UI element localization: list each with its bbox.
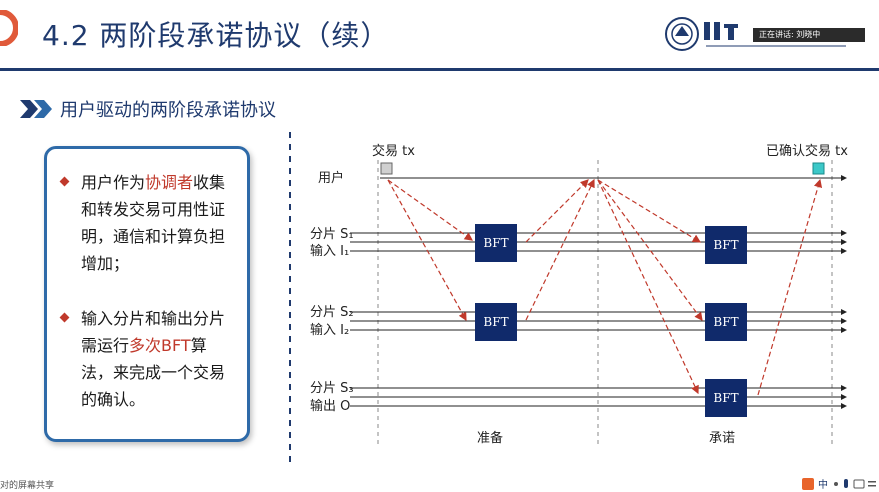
double-chevron-icon [20, 100, 52, 118]
shard2-label: 分片 S₂ [310, 305, 354, 320]
input1-label: 输入 I₁ [310, 243, 349, 259]
bullet-item: 用户作为协调者收集和转发交易可用性证明，通信和计算负担增加； [59, 169, 231, 279]
header-rule [0, 68, 879, 71]
bft-box [705, 379, 747, 417]
shard1-label: 分片 S₁ [310, 227, 354, 242]
shard3-label: 分片 S₃ [310, 381, 354, 396]
info-card: 用户作为协调者收集和转发交易可用性证明，通信和计算负担增加； 输入分片和输出分片… [44, 146, 250, 442]
phase-prepare-label: 准备 [477, 430, 503, 446]
bft-box [475, 303, 517, 341]
bullet-highlight: 协调者 [145, 173, 194, 192]
user-label: 用户 [318, 170, 344, 186]
prepare-reply-arrow [525, 178, 595, 321]
confirmed-tx-marker [812, 162, 825, 175]
bullet-text: 用户作为 [81, 173, 146, 192]
bottom-bar [0, 472, 879, 492]
prepare-request-arrow [387, 179, 467, 322]
section-heading: 用户驱动的两阶段承诺协议 [60, 100, 276, 121]
deco-arc-icon [0, 10, 18, 46]
tx-marker [380, 162, 393, 175]
menu-icon [868, 485, 876, 487]
diamond-bullet-icon [59, 312, 70, 323]
menu-icon [868, 481, 876, 483]
bullet-highlight: 多次BFT [129, 336, 191, 355]
commit-reply-arrow [757, 178, 823, 396]
commit-request-arrow [597, 179, 702, 243]
bft-box [705, 226, 747, 264]
bullet-text: 算法，来完成一个交易的确认。 [81, 336, 226, 409]
diamond-bullet-icon [59, 176, 70, 187]
output-label: 输出 O [310, 398, 350, 414]
commit-request-arrow [597, 179, 703, 321]
input2-label: 输入 I₂ [310, 322, 349, 338]
page-title: 4.2 两阶段承诺协议（续） [42, 19, 390, 52]
bullet-text: 收集和转发交易可用性证明，通信和计算负担增加； [81, 173, 226, 273]
ime-toolbar[interactable]: 中 [800, 476, 879, 492]
screen-share-tag[interactable]: 对的屏幕共享 [0, 481, 55, 491]
two-phase-commit-diagram: BFT BFT BFT BFT BFT 交易 tx 已确认交易 tx 用户 分片… [310, 143, 848, 446]
confirmed-tx-label: 已确认交易 tx [766, 143, 848, 159]
ime-logo-icon [802, 478, 814, 490]
mic-icon [844, 479, 848, 488]
bullet-text: 输入分片和输出分片需运行 [81, 309, 226, 355]
speaker-badge: 正在讲话: 刘晓中 [753, 28, 865, 42]
punct-icon [834, 482, 838, 486]
prepare-reply-arrow [525, 179, 589, 243]
commit-request-arrow [597, 179, 699, 395]
keyboard-icon [853, 479, 865, 489]
phase-commit-label: 承诺 [709, 431, 735, 446]
vertical-divider [289, 132, 291, 462]
university-logo [665, 17, 846, 51]
bft-label: BFT [483, 236, 508, 250]
bft-label: BFT [713, 315, 738, 329]
prepare-request-arrow [387, 179, 473, 241]
bft-box [475, 224, 517, 262]
bft-label: BFT [713, 238, 738, 252]
tx-label: 交易 tx [372, 143, 415, 159]
bullet-item: 输入分片和输出分片需运行多次BFT算法，来完成一个交易的确认。 [59, 305, 231, 425]
bft-box [705, 303, 747, 341]
ime-lang-icon: 中 [818, 478, 828, 491]
bft-label: BFT [713, 391, 738, 405]
bft-label: BFT [483, 315, 508, 329]
